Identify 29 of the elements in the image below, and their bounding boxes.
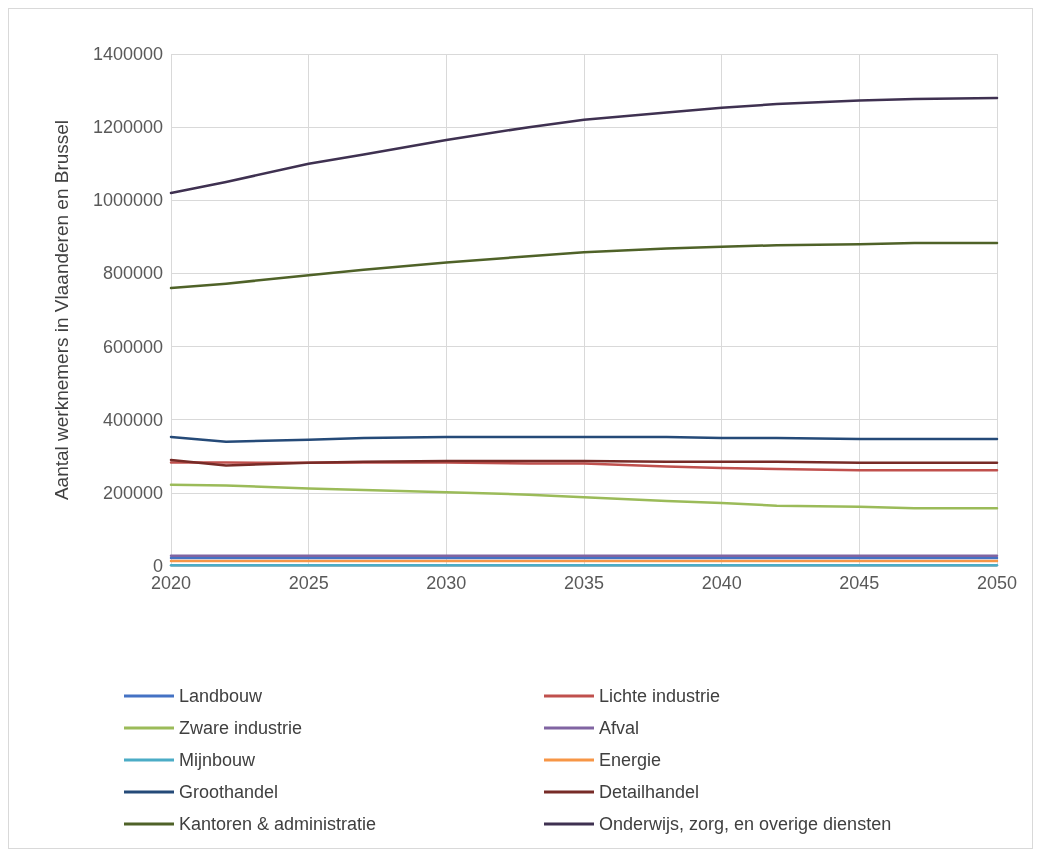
x-tick-label: 2020 [150, 573, 192, 593]
y-tick-label: 1000000 [92, 190, 163, 211]
y-tick-label: 800000 [102, 263, 163, 284]
legend-label: Lichte industrie [599, 686, 721, 706]
legend-label: Mijnbouw [179, 750, 257, 770]
legend-label: Afval [599, 718, 640, 738]
legend-label: Landbouw [179, 686, 264, 706]
x-tick-label: 2030 [426, 573, 467, 593]
x-tick-label: 2045 [839, 573, 880, 593]
x-tick-label: 2050 [976, 573, 1018, 593]
line-series [169, 483, 999, 510]
legend-label: Kantoren & administratie [179, 814, 377, 834]
y-tick-label: 600000 [102, 336, 163, 357]
y-tick-label: 400000 [102, 409, 163, 430]
line-series [169, 96, 999, 195]
legend-label: Zware industrie [179, 718, 303, 738]
legend-label: Groothandel [179, 782, 279, 802]
y-tick-label: 200000 [102, 482, 163, 503]
legend-label: Energie [599, 750, 662, 770]
legend-label: Onderwijs, zorg, en overige diensten [599, 814, 892, 834]
legend-label: Detailhandel [599, 782, 700, 802]
x-tick-label: 2035 [563, 573, 605, 593]
line-series [169, 241, 999, 290]
y-tick-label: 1200000 [92, 117, 163, 138]
x-tick-label: 2025 [288, 573, 329, 593]
y-axis-title: Aantal werknemers in Vlaanderen en Brussel [51, 119, 72, 501]
x-tick-label: 2040 [701, 573, 742, 593]
y-tick-label: 1400000 [92, 44, 163, 64]
y-tick-label: 0 [152, 556, 163, 576]
